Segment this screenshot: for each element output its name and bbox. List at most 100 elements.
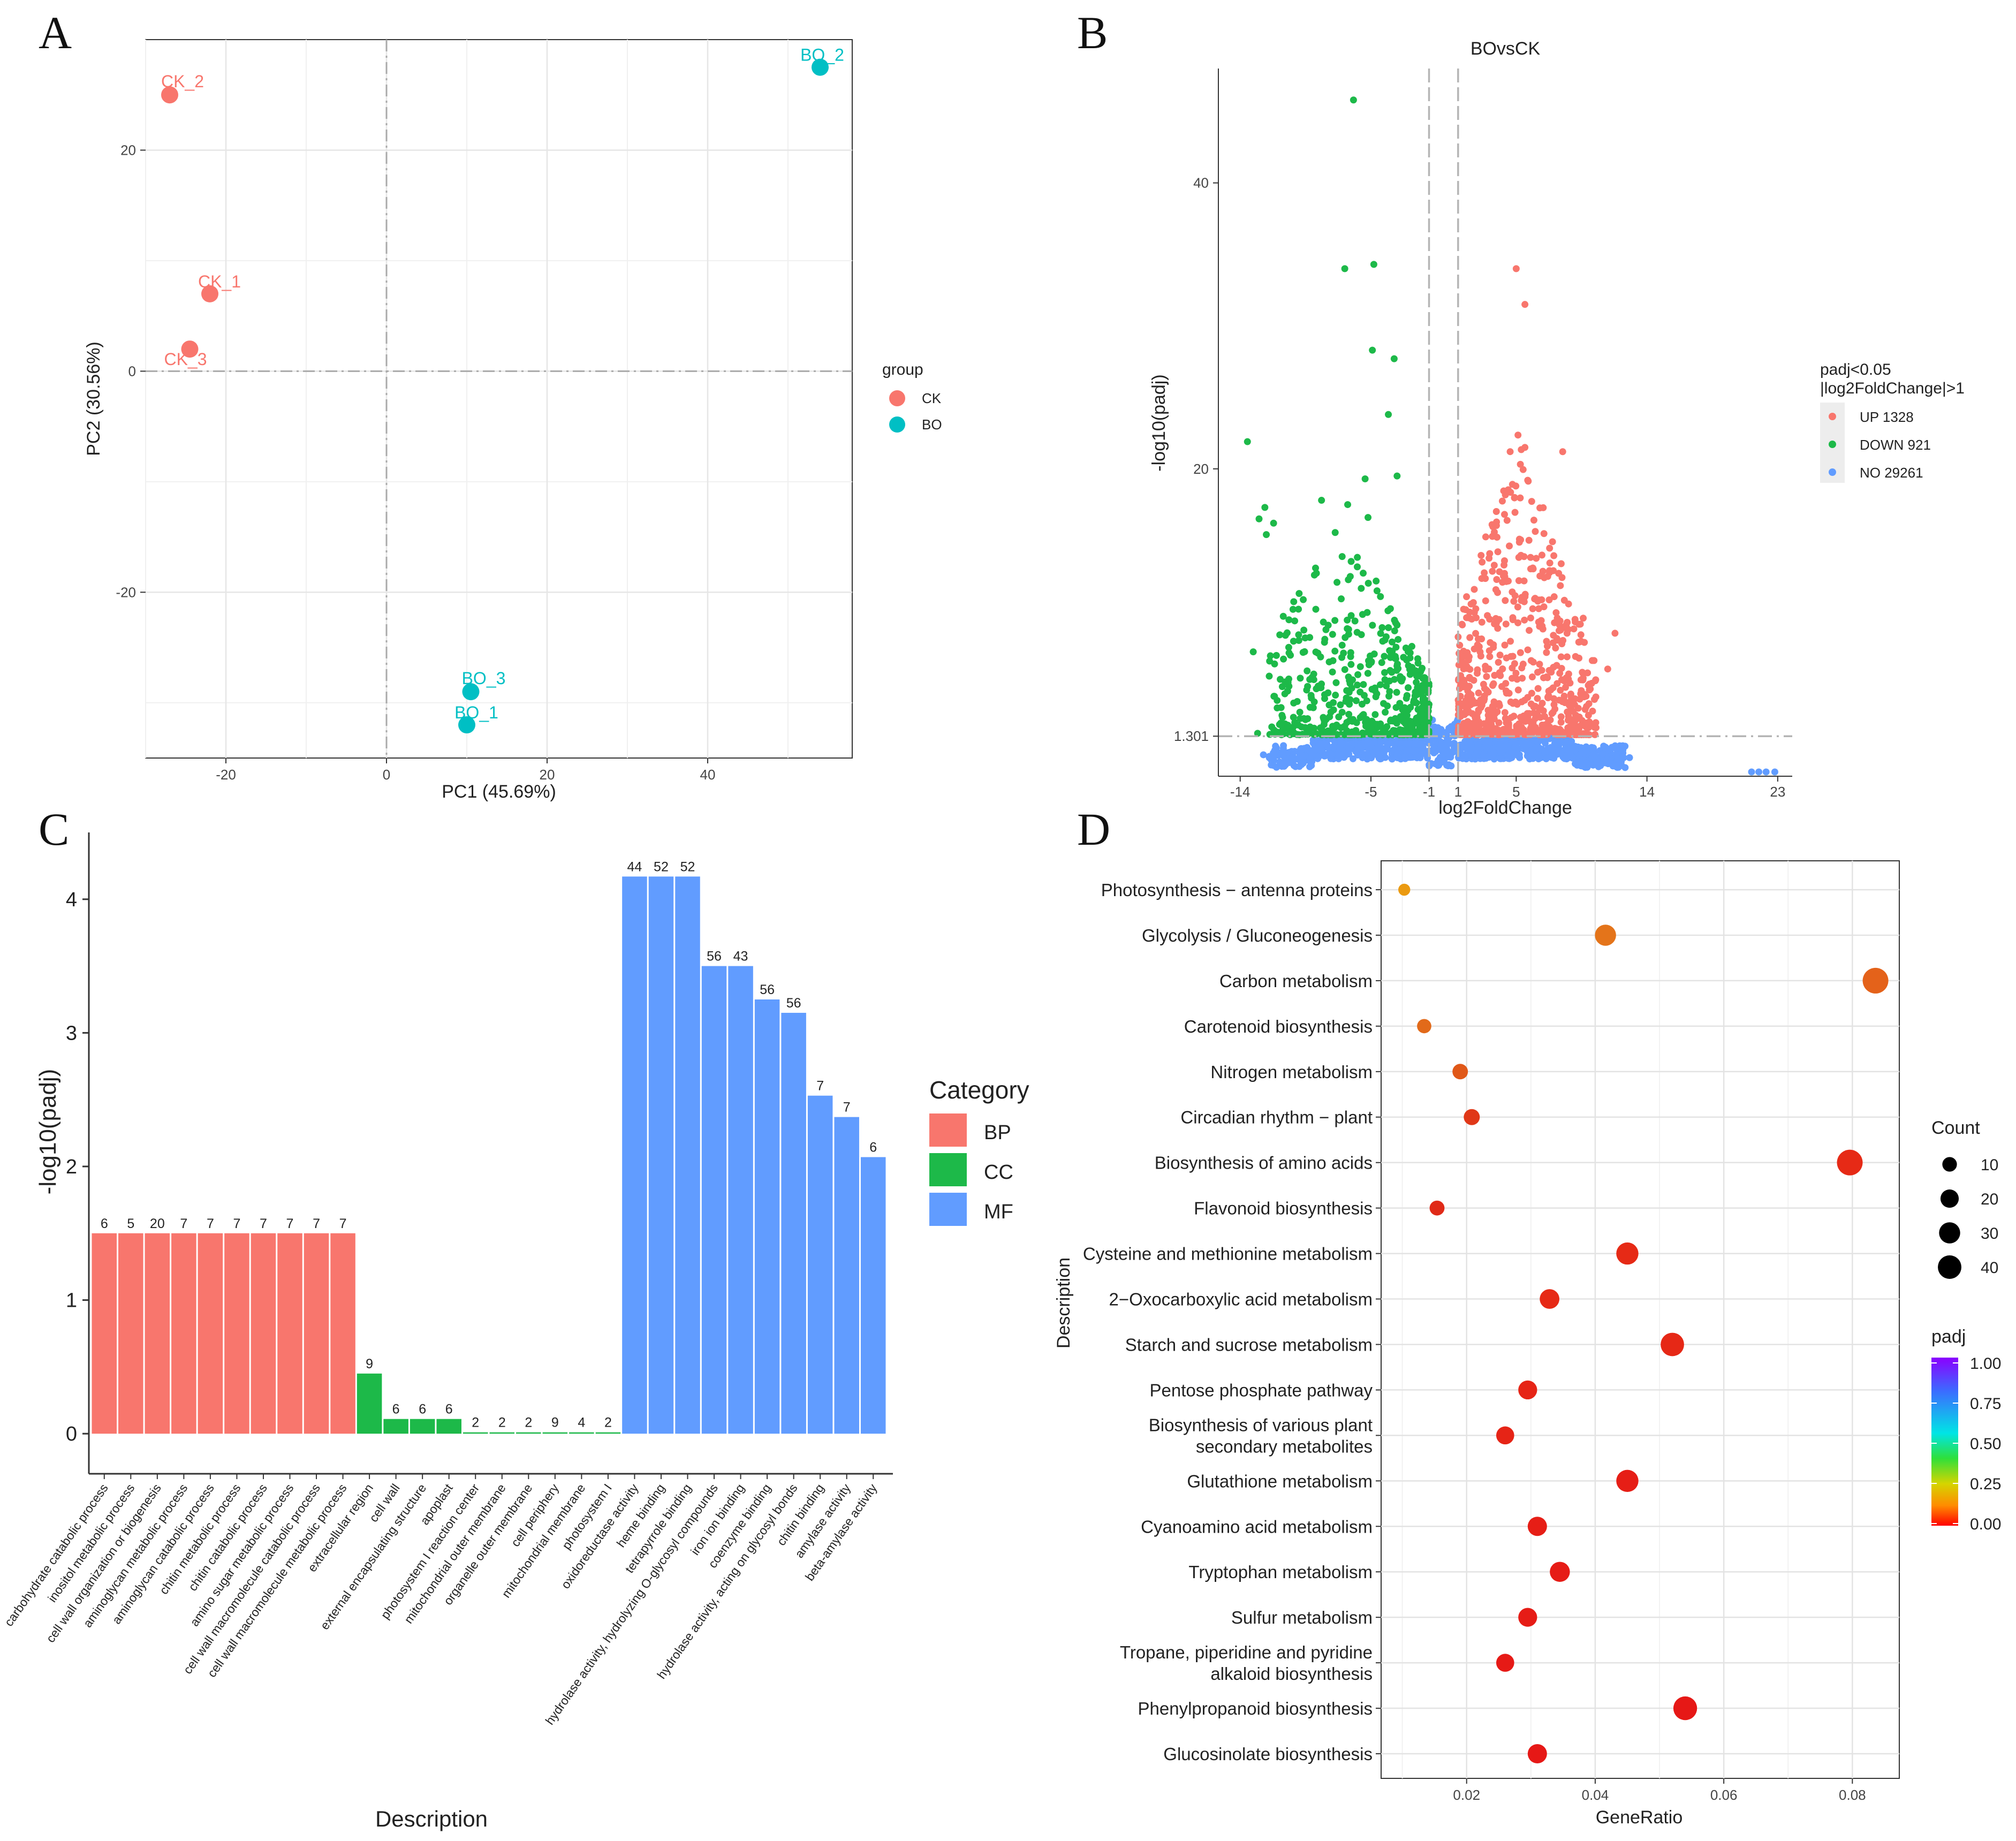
- volcano-point-down: [1331, 647, 1339, 655]
- volcano-point-up: [1499, 572, 1507, 580]
- volcano-point-up: [1585, 700, 1593, 708]
- kegg-point: [1661, 1332, 1684, 1357]
- volcano-point-no: [1523, 743, 1530, 750]
- volcano-point-up: [1582, 719, 1590, 727]
- volcano-point-down: [1413, 672, 1421, 680]
- volcano-point-up: [1530, 703, 1537, 710]
- volcano-point-up: [1498, 497, 1506, 505]
- kegg-term-label: Cyanoamino acid metabolism: [1141, 1517, 1373, 1536]
- kegg-labels: Photosynthesis − antenna proteins Glycoly…: [1083, 880, 1381, 1764]
- go-bar: [251, 1233, 276, 1434]
- volcano-point-no: [1424, 739, 1432, 747]
- volcano-point-up: [1560, 596, 1568, 604]
- volcano-point-down: [1347, 661, 1355, 668]
- go-y-tick-label: 4: [66, 889, 77, 911]
- kegg-color-legend: padj 1.00 0.75 0.50 0.25 0.00: [1931, 1327, 2001, 1533]
- volcano-point-up: [1559, 637, 1567, 644]
- volcano-point-up: [1550, 552, 1558, 559]
- volcano-point-up: [1483, 673, 1490, 680]
- kegg-term-label: Pentose phosphate pathway: [1150, 1380, 1373, 1400]
- volcano-point-no: [1588, 755, 1595, 762]
- volcano-point-down: [1338, 641, 1346, 649]
- kegg-term-label: Tryptophan metabolism: [1188, 1562, 1373, 1582]
- volcano-point-down: [1293, 698, 1301, 705]
- go-bar-count-label: 2: [472, 1415, 479, 1430]
- kegg-point: [1527, 1744, 1547, 1763]
- go-legend-label-mf: MF: [984, 1201, 1013, 1223]
- go-legend-key-cc: [929, 1153, 967, 1186]
- volcano-point-up: [1527, 554, 1534, 561]
- volcano-point-up: [1564, 673, 1571, 681]
- go-bar: [304, 1233, 329, 1434]
- volcano-point-no: [1331, 745, 1338, 752]
- kegg-term-label: Flavonoid biosynthesis: [1194, 1199, 1373, 1218]
- volcano-point-down: [1374, 731, 1381, 739]
- volcano-point-down: [1303, 686, 1310, 694]
- go-bar: [834, 1117, 859, 1434]
- go-bar-count-label: 7: [313, 1216, 320, 1231]
- volcano-point-no: [1318, 746, 1325, 754]
- go-bar: [569, 1432, 594, 1434]
- go-bar: [383, 1419, 408, 1434]
- volcano-point-down: [1289, 605, 1297, 613]
- volcano-point-no: [1526, 755, 1533, 763]
- volcano-point-down: [1263, 531, 1270, 539]
- volcano-point-up: [1577, 631, 1585, 639]
- volcano-point-up: [1501, 511, 1508, 518]
- volcano-point-down: [1330, 699, 1337, 707]
- volcano-point-no: [1480, 753, 1488, 760]
- pca-y-tick-label: 0: [128, 363, 136, 379]
- pca-point: [161, 86, 178, 104]
- volcano-point-down: [1398, 677, 1405, 685]
- volcano-point-no: [1401, 753, 1409, 760]
- volcano-point-up: [1459, 621, 1466, 628]
- volcano-point-no: [1547, 745, 1554, 753]
- volcano-point-down: [1394, 665, 1402, 672]
- kegg-colorbar-ticks: 1.00 0.75 0.50 0.25 0.00: [1931, 1355, 2001, 1533]
- volcano-point-up: [1463, 593, 1471, 601]
- volcano-x-tick-label: -5: [1365, 784, 1377, 800]
- volcano-point-no: [1318, 741, 1326, 748]
- volcano-point-no: [1270, 751, 1278, 758]
- volcano-point-down: [1249, 648, 1257, 656]
- volcano-point-up: [1563, 630, 1571, 637]
- volcano-point-no: [1272, 744, 1280, 752]
- volcano-point-up: [1566, 702, 1573, 709]
- volcano-point-up: [1562, 684, 1569, 691]
- volcano-point-up: [1475, 689, 1482, 696]
- volcano-point-up: [1514, 686, 1522, 694]
- kegg-x-tick-label: 0.08: [1839, 1787, 1866, 1803]
- volcano-point-up: [1570, 625, 1578, 633]
- volcano-point-up: [1592, 724, 1600, 731]
- volcano-point-down: [1278, 731, 1285, 738]
- volcano-point-up: [1495, 729, 1502, 736]
- go-ticks: 0 1 2 3 4: [66, 889, 89, 1445]
- go-bar-count-label: 7: [207, 1216, 214, 1231]
- volcano-point-up: [1464, 719, 1472, 727]
- volcano-point-up: [1499, 665, 1506, 672]
- go-counts: 6 5 20 7 7 7 7 7 7 7 9 6 6 6 2 2 2 9 4 2 44 52 52 56 43 56 56 7 7 6: [101, 859, 877, 1430]
- volcano-point-no: [1588, 744, 1595, 751]
- volcano-point-no: [1502, 743, 1510, 750]
- pca-point-label: BO_3: [462, 669, 506, 688]
- volcano-point-down: [1342, 634, 1349, 641]
- volcano-point-up: [1543, 642, 1551, 650]
- kegg-x-tick-label: 0.06: [1710, 1787, 1738, 1803]
- volcano-point-no: [1359, 743, 1366, 750]
- pca-plot-area: [145, 39, 853, 759]
- volcano-point-no: [1307, 757, 1314, 764]
- go-bar: [198, 1233, 223, 1434]
- volcano-point-down: [1343, 687, 1351, 694]
- volcano-point-up: [1528, 690, 1535, 697]
- volcano-point-down: [1279, 612, 1287, 620]
- volcano-point-up: [1521, 696, 1528, 704]
- kegg-point: [1550, 1562, 1570, 1582]
- volcano-point-down: [1418, 666, 1426, 673]
- volcano-point-no: [1279, 752, 1287, 759]
- volcano-point-up: [1541, 713, 1549, 720]
- go-bar-count-label: 44: [627, 859, 642, 874]
- volcano-point-up: [1460, 665, 1467, 673]
- volcano-point-no: [1268, 761, 1275, 769]
- kegg-term-label: secondary metabolites: [1196, 1436, 1373, 1456]
